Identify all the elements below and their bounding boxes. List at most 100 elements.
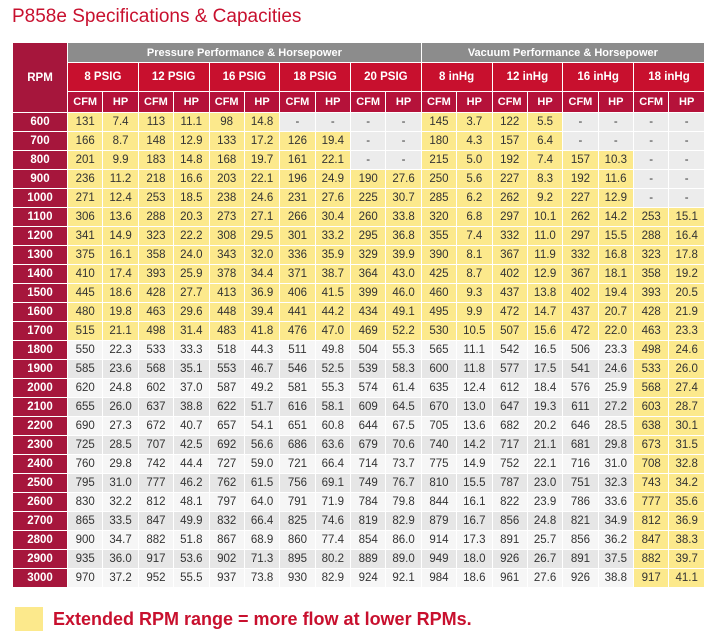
value-cell: 504 xyxy=(349,340,387,360)
value-cell: 844 xyxy=(420,492,458,512)
value-cell: 8.1 xyxy=(456,245,493,265)
value-cell: 393 xyxy=(632,283,670,303)
value-cell: 673 xyxy=(632,435,670,455)
value-cell: 42.5 xyxy=(173,435,210,455)
data-row: 2500 795 31.0 777 46.2 762 61.5 756 69.1 749 76.7 8… xyxy=(12,473,705,493)
value-cell: 308 xyxy=(208,226,245,246)
value-cell: 358 xyxy=(137,245,175,265)
value-cell: 612 xyxy=(491,378,528,398)
value-cell: 11.1 xyxy=(173,112,210,132)
value-cell: 637 xyxy=(137,397,175,417)
value-cell: 609 xyxy=(349,397,387,417)
value-cell: 8.7 xyxy=(456,264,493,284)
value-cell: 550 xyxy=(66,340,104,360)
value-cell: 24.6 xyxy=(243,188,281,208)
value-cell: 777 xyxy=(632,492,670,512)
rpm-cell: 600 xyxy=(12,112,68,132)
value-cell: 27.3 xyxy=(102,416,139,436)
rpm-cell: 2900 xyxy=(12,549,68,569)
value-cell: 34.2 xyxy=(668,473,705,493)
value-cell: 791 xyxy=(279,492,316,512)
value-cell: 17.4 xyxy=(102,264,139,284)
value-cell: 13.8 xyxy=(526,283,564,303)
value-cell: 323 xyxy=(137,226,175,246)
value-cell: 46.0 xyxy=(385,283,422,303)
value-cell: 11.9 xyxy=(526,245,564,265)
value-cell: 52.2 xyxy=(385,321,422,341)
value-cell: - xyxy=(562,112,599,132)
value-cell: 37.0 xyxy=(173,378,210,398)
value-cell: 14.7 xyxy=(526,302,564,322)
value-cell: - xyxy=(385,112,422,132)
value-cell: 49.9 xyxy=(173,511,210,531)
value-cell: 393 xyxy=(137,264,175,284)
value-cell: 295 xyxy=(349,226,387,246)
value-cell: 71.9 xyxy=(314,492,352,512)
data-row: 1600 480 19.8 463 29.6 448 39.4 441 44.2 434 49.1 4… xyxy=(12,302,705,322)
value-cell: 6.2 xyxy=(456,188,493,208)
value-cell: 19.4 xyxy=(597,283,635,303)
unit-header: HP xyxy=(597,91,635,113)
value-cell: 717 xyxy=(491,435,528,455)
value-cell: 14.9 xyxy=(102,226,139,246)
value-cell: 727 xyxy=(208,454,245,474)
value-cell: 92.1 xyxy=(385,568,422,588)
value-cell: 672 xyxy=(137,416,175,436)
value-cell: 498 xyxy=(137,321,175,341)
value-cell: 970 xyxy=(66,568,104,588)
value-cell: 41.8 xyxy=(243,321,281,341)
value-cell: 79.8 xyxy=(385,492,422,512)
value-cell: - xyxy=(597,131,635,151)
value-cell: 40.7 xyxy=(173,416,210,436)
value-cell: 882 xyxy=(137,530,175,550)
value-cell: 949 xyxy=(420,549,458,569)
value-cell: 867 xyxy=(208,530,245,550)
value-cell: 646 xyxy=(562,416,599,436)
value-cell: 31.0 xyxy=(597,454,635,474)
value-cell: 8.3 xyxy=(526,169,564,189)
group-header: Pressure Performance & Horsepower xyxy=(67,42,422,63)
value-cell: 168 xyxy=(208,150,245,170)
value-cell: 463 xyxy=(137,302,175,322)
value-cell: 30.4 xyxy=(314,207,352,227)
value-cell: 31.4 xyxy=(173,321,210,341)
value-cell: 34.7 xyxy=(102,530,139,550)
value-cell: 378 xyxy=(208,264,245,284)
value-cell: 80.2 xyxy=(314,549,352,569)
value-cell: 692 xyxy=(208,435,245,455)
value-cell: 16.4 xyxy=(668,226,705,246)
value-cell: 832 xyxy=(208,511,245,531)
value-cell: 26.7 xyxy=(526,549,564,569)
unit-header: CFM xyxy=(420,91,458,113)
value-cell: 69.1 xyxy=(314,473,352,493)
value-cell: 577 xyxy=(491,359,528,379)
value-cell: 86.0 xyxy=(385,530,422,550)
data-row: 2800 900 34.7 882 51.8 867 68.9 860 77.4 854 86.0 9… xyxy=(12,530,705,550)
value-cell: - xyxy=(668,150,705,170)
value-cell: 708 xyxy=(632,454,670,474)
value-cell: 33.3 xyxy=(173,340,210,360)
value-cell: 428 xyxy=(632,302,670,322)
value-cell: 777 xyxy=(137,473,175,493)
value-cell: 41.5 xyxy=(314,283,352,303)
value-cell: 38.7 xyxy=(314,264,352,284)
value-cell: 15.5 xyxy=(597,226,635,246)
value-cell: 546 xyxy=(279,359,316,379)
value-cell: 638 xyxy=(632,416,670,436)
value-cell: 399 xyxy=(349,283,387,303)
value-cell: 902 xyxy=(208,549,245,569)
value-cell: - xyxy=(632,150,670,170)
value-cell: 355 xyxy=(420,226,458,246)
data-row: 2700 865 33.5 847 49.9 832 66.4 825 74.6 819 82.9 8… xyxy=(12,511,705,531)
value-cell: 511 xyxy=(279,340,316,360)
column-header: 12 PSIG xyxy=(137,62,210,92)
value-cell: - xyxy=(632,112,670,132)
value-cell: 602 xyxy=(137,378,175,398)
value-cell: 13.6 xyxy=(102,207,139,227)
value-cell: 31.5 xyxy=(668,435,705,455)
value-cell: 288 xyxy=(137,207,175,227)
value-cell: 16.1 xyxy=(456,492,493,512)
value-cell: 192 xyxy=(491,150,528,170)
value-cell: 686 xyxy=(279,435,316,455)
